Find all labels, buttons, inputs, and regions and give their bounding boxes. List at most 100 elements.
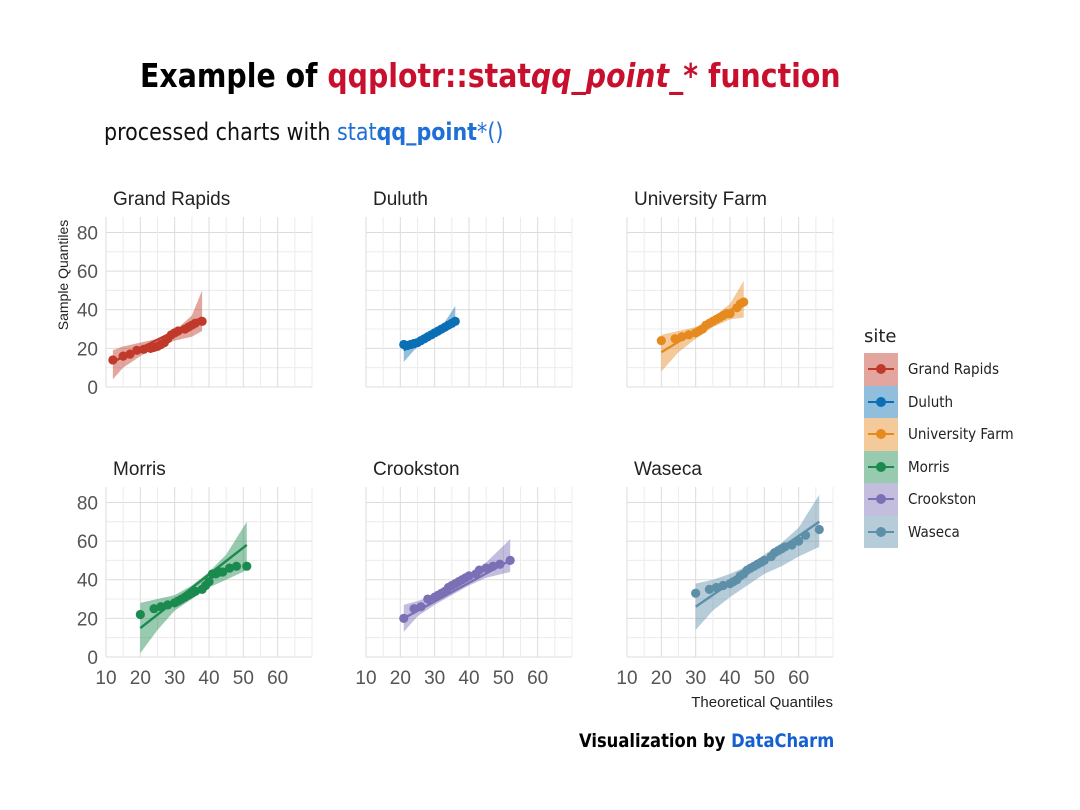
- legend-key: [864, 353, 898, 386]
- y-tick-label: 60: [77, 262, 98, 283]
- facet-strip-label: University Farm: [634, 189, 767, 210]
- qq-point: [231, 561, 242, 571]
- facet-panel: Grand Rapids 0 20 40 60 80: [77, 189, 313, 399]
- facet-panel: University Farm: [626, 189, 834, 388]
- qq-point: [505, 555, 515, 566]
- x-tick-label: 10: [95, 668, 116, 689]
- facet-panel: Crookston 10 20 30 40 50 60: [355, 459, 573, 689]
- facet-panel: Morris 0 20 40 60 80 10 20 30 40 50 60: [77, 459, 313, 689]
- facet-strip-label: Grand Rapids: [113, 189, 230, 210]
- y-tick-label: 20: [77, 609, 98, 630]
- y-tick-label: 60: [77, 532, 98, 553]
- y-tick-label: 0: [87, 378, 98, 399]
- qq-point: [399, 613, 409, 623]
- legend-item: Morris: [864, 450, 1025, 483]
- qq-point: [135, 609, 145, 620]
- legend-items: Grand Rapids Duluth University Farm Morris C…: [864, 353, 1025, 548]
- qq-point: [242, 561, 252, 571]
- facet-panel: Duluth: [365, 189, 573, 388]
- legend-key: [864, 483, 898, 516]
- x-tick-label: 60: [527, 668, 548, 689]
- x-tick-label: 40: [198, 668, 219, 689]
- legend-label: Waseca: [908, 522, 960, 541]
- legend-item: Crookston: [864, 483, 1025, 516]
- qq-point: [416, 602, 426, 612]
- qq-point: [450, 316, 460, 326]
- title-pkg: qqplotr::stat: [327, 56, 531, 95]
- caption-brand: DataCharm: [731, 730, 835, 752]
- y-tick-label: 20: [77, 339, 98, 360]
- chart-title: Example of qqplotr::statqq_point_* funct…: [140, 56, 841, 96]
- legend-item: Duluth: [864, 385, 1025, 418]
- x-tick-label: 10: [616, 668, 637, 689]
- x-tick-label: 50: [233, 668, 254, 689]
- qq-point: [787, 540, 797, 550]
- legend-label: University Farm: [908, 425, 1014, 444]
- x-tick-label: 20: [130, 668, 151, 689]
- subtitle-code-c: *(): [477, 118, 504, 146]
- title-suffix: _*: [669, 56, 699, 95]
- legend-label: Grand Rapids: [908, 360, 999, 379]
- facet-strip-label: Waseca: [634, 459, 702, 480]
- y-tick-label: 40: [77, 301, 98, 322]
- qq-point: [759, 555, 769, 566]
- qq-point: [739, 297, 749, 307]
- x-tick-label: 60: [788, 668, 809, 689]
- legend-key: [864, 515, 898, 548]
- x-tick-label: 30: [685, 668, 706, 689]
- qq-point: [725, 308, 735, 319]
- qq-point: [495, 559, 505, 569]
- x-tick-label: 20: [390, 668, 411, 689]
- qq-point: [691, 588, 701, 598]
- legend-item: Grand Rapids: [864, 353, 1025, 386]
- x-tick-label: 50: [493, 668, 514, 689]
- legend-label: Morris: [908, 457, 950, 476]
- qq-point: [656, 336, 666, 346]
- qq-point: [125, 349, 135, 359]
- x-axis-title: Theoretical Quantiles: [691, 694, 833, 711]
- qq-point: [218, 567, 228, 577]
- facet-strip-label: Duluth: [373, 189, 428, 210]
- subtitle-code-a: stat: [337, 118, 377, 146]
- chart-subtitle: processed charts with statqq_point*(): [104, 116, 503, 148]
- y-tick-label: 40: [77, 571, 98, 592]
- x-tick-label: 60: [267, 668, 288, 689]
- facet-panel: Waseca 10 20 30 40 50 60: [616, 459, 834, 689]
- facet-strip-label: Crookston: [373, 459, 460, 480]
- x-tick-label: 20: [651, 668, 672, 689]
- caption: Visualization by DataCharm: [579, 728, 834, 754]
- legend-label: Crookston: [908, 490, 977, 509]
- x-tick-label: 30: [424, 668, 445, 689]
- y-axis-title: Sample Quantiles: [55, 220, 71, 331]
- subtitle-code-b: qq_point: [376, 118, 478, 146]
- x-tick-label: 40: [719, 668, 740, 689]
- caption-prefix: Visualization by: [579, 730, 732, 752]
- legend: site Grand Rapids Duluth University Farm Mo…: [864, 326, 1025, 548]
- qq-point: [139, 344, 149, 354]
- legend-key: [864, 450, 898, 483]
- qq-line: [139, 544, 248, 629]
- legend-item: University Farm: [864, 418, 1025, 451]
- title-italic: qq_point: [530, 56, 670, 95]
- x-tick-label: 10: [355, 668, 376, 689]
- legend-item: Waseca: [864, 515, 1025, 548]
- x-tick-label: 30: [164, 668, 185, 689]
- legend-key: [864, 385, 898, 418]
- title-prefix: Example of: [140, 56, 328, 95]
- qq-point: [794, 536, 804, 546]
- legend-key: [864, 418, 898, 451]
- y-tick-label: 80: [77, 223, 98, 244]
- qq-point: [108, 355, 118, 365]
- x-tick-label: 50: [754, 668, 775, 689]
- qq-point: [197, 316, 207, 326]
- y-tick-label: 0: [87, 648, 98, 669]
- qq-point: [204, 577, 214, 587]
- legend-title: site: [864, 326, 897, 347]
- subtitle-prefix: processed charts with: [104, 118, 338, 146]
- title-tail: function: [698, 56, 841, 95]
- qq-point: [814, 524, 824, 535]
- facet-strip-label: Morris: [113, 459, 166, 480]
- confidence-band: [112, 290, 203, 380]
- y-tick-label: 80: [77, 493, 98, 514]
